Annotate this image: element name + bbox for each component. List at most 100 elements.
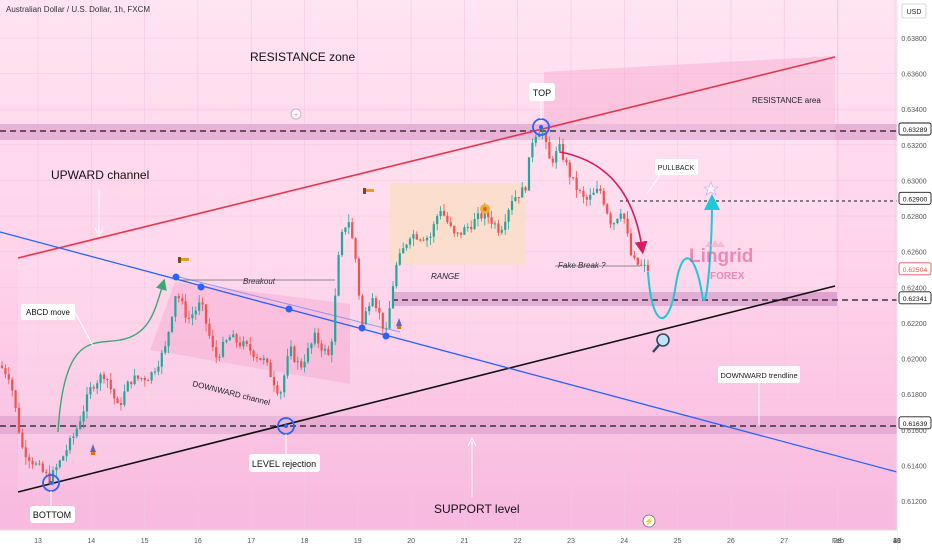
candle-body <box>68 437 72 451</box>
candle-body <box>616 218 619 224</box>
price-label: 0.63289 <box>903 127 928 134</box>
candle-body <box>116 398 119 404</box>
candle-body <box>58 460 61 468</box>
candle-body <box>323 348 327 351</box>
x-tick-label: Feb <box>832 538 844 545</box>
candle-body <box>28 457 31 461</box>
y-tick-label: 0.62200 <box>901 321 926 328</box>
candle-body <box>41 463 44 472</box>
snail-icon <box>480 204 490 214</box>
candle-body <box>147 380 150 382</box>
price-label: 0.62341 <box>903 296 928 303</box>
touch-point-2 <box>197 283 205 291</box>
top-box <box>529 83 555 101</box>
candle-body <box>388 308 391 329</box>
candle-body <box>0 365 4 368</box>
candle-body <box>123 391 126 405</box>
candle-body <box>364 311 367 325</box>
candle-body <box>204 304 208 324</box>
candle-body <box>544 132 548 143</box>
resistance-zone-label: RESISTANCE zone <box>250 50 355 64</box>
candle-body <box>368 306 371 312</box>
candle-body <box>398 253 401 265</box>
candle-body <box>602 190 605 205</box>
candle-body <box>612 223 616 225</box>
candle-body <box>439 210 442 217</box>
candle-body <box>72 436 75 438</box>
candle-body <box>334 295 337 342</box>
resistance-area-fill <box>544 56 835 124</box>
candle-body <box>317 332 320 344</box>
candle-body <box>463 227 466 235</box>
candle-body <box>225 340 228 342</box>
hammer-icon-2 <box>363 188 374 194</box>
candle-body <box>45 471 48 473</box>
hammer-icon <box>178 257 189 263</box>
time-axis[interactable] <box>0 530 897 550</box>
abcd-arrow <box>57 278 167 433</box>
fake-break-label: Fake Break ? <box>558 261 606 270</box>
candle-body <box>51 470 55 484</box>
candle-body <box>374 298 378 308</box>
candle-body <box>517 197 520 199</box>
candle-body <box>640 264 643 266</box>
candle-body <box>228 337 231 341</box>
candle-body <box>473 219 476 230</box>
support-zone-band <box>0 416 897 434</box>
price-label: 0.62900 <box>903 196 928 203</box>
candle-body <box>643 264 646 266</box>
candle-body <box>153 371 157 373</box>
x-tick-label: 22 <box>514 538 522 545</box>
y-tick-label: 0.63400 <box>901 107 926 114</box>
x-tick-label: 25 <box>674 538 682 545</box>
candle-body <box>408 238 412 245</box>
candle-body <box>7 374 10 380</box>
candle-body <box>75 428 78 437</box>
bottom-box <box>30 506 75 523</box>
candle-body <box>510 201 514 211</box>
candle-body <box>378 307 381 313</box>
y-tick-label: 0.63200 <box>901 143 926 150</box>
resistance-zone-band <box>0 124 897 140</box>
x-tick-label: 26 <box>727 538 735 545</box>
level-rejection-box <box>249 454 320 472</box>
key-points: + ⚡ <box>42 108 719 528</box>
candle-body <box>313 332 316 344</box>
abcd-box <box>21 304 75 320</box>
candle-body <box>633 255 636 258</box>
candle-body <box>140 378 143 380</box>
candle-body <box>531 142 534 158</box>
dashed-levels <box>0 130 897 427</box>
candle-body <box>262 358 265 361</box>
candle-body <box>432 224 435 237</box>
top-label: TOP <box>533 88 551 98</box>
candle-body <box>636 257 639 265</box>
price-label: 0.61639 <box>903 421 928 428</box>
candle-body <box>208 323 211 336</box>
x-tick-label: 16 <box>194 538 202 545</box>
candle-body <box>11 379 14 391</box>
support-level-label: SUPPORT level <box>434 502 520 516</box>
y-tick-label: 0.63600 <box>901 72 926 79</box>
candle-body <box>272 377 276 386</box>
magnifier-icon <box>652 333 670 353</box>
candle-body <box>242 341 245 347</box>
candle-body <box>351 222 354 239</box>
candle-body <box>283 375 286 393</box>
candle-body <box>619 213 622 219</box>
candle-body <box>320 343 323 351</box>
candle-body <box>459 232 463 235</box>
candle-body <box>96 383 99 389</box>
candle-body <box>259 358 262 361</box>
brand-watermark: Lingrid FOREX <box>689 239 753 282</box>
trendlines[interactable] <box>0 56 898 493</box>
rocket-icon <box>90 444 96 455</box>
candle-body <box>235 334 238 343</box>
candle-body <box>548 142 551 159</box>
candle-body <box>521 187 524 198</box>
currency-box[interactable] <box>901 3 927 19</box>
candle-body <box>160 352 163 367</box>
candle-body <box>174 296 177 317</box>
candle-body <box>218 356 221 358</box>
